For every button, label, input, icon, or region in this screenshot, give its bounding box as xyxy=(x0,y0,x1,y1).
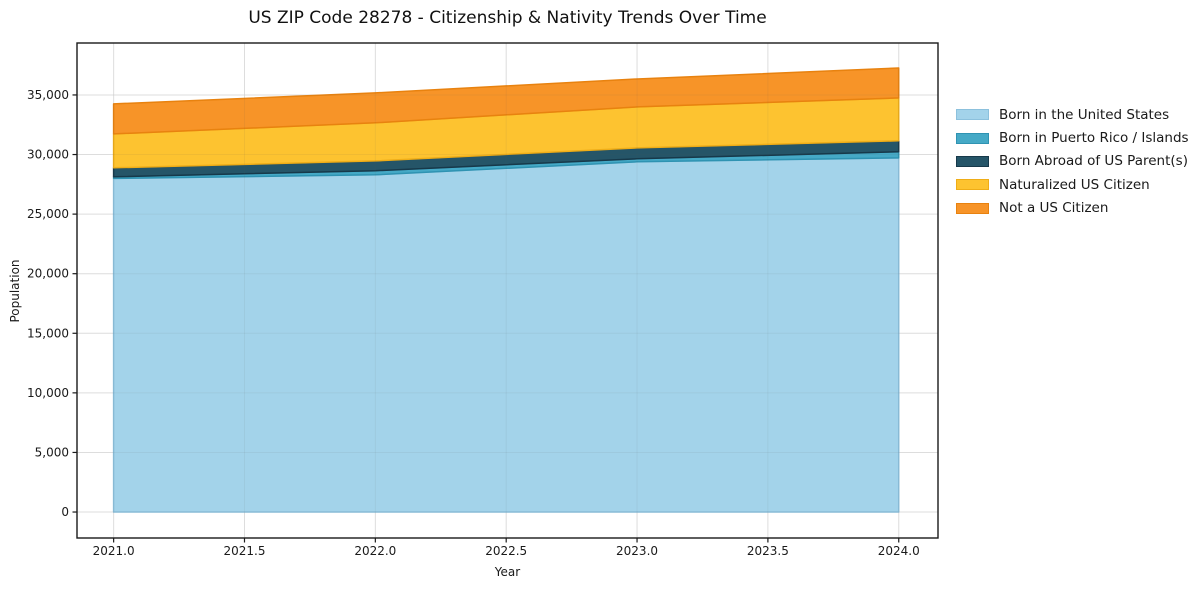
legend-label: Born Abroad of US Parent(s) xyxy=(999,153,1188,170)
legend-label: Born in the United States xyxy=(999,106,1170,123)
y-tick-label: 35,000 xyxy=(27,88,69,102)
y-tick-label: 15,000 xyxy=(27,326,69,340)
y-tick-label: 0 xyxy=(61,505,69,519)
x-tick-label: 2024.0 xyxy=(878,544,920,558)
x-tick-label: 2021.0 xyxy=(93,544,135,558)
legend-label: Naturalized US Citizen xyxy=(999,176,1150,193)
legend-swatch xyxy=(956,132,989,144)
y-tick-label: 30,000 xyxy=(27,148,69,162)
area-not-a-us-citizen xyxy=(112,67,900,135)
y-tick-label: 20,000 xyxy=(27,267,69,281)
legend-label: Born in Puerto Rico / Islands xyxy=(999,130,1189,147)
legend-swatch xyxy=(956,202,989,214)
x-axis-label: Year xyxy=(494,565,521,579)
legend-item: Born Abroad of US Parent(s) xyxy=(956,150,1189,173)
legend-swatch xyxy=(956,155,989,167)
x-tick-label: 2022.0 xyxy=(354,544,396,558)
legend-item: Not a US Citizen xyxy=(956,197,1189,220)
legend-swatch xyxy=(956,179,989,191)
x-tick-label: 2021.5 xyxy=(223,544,265,558)
legend-item: Born in the United States xyxy=(956,103,1189,126)
legend: Born in the United States Born in Puerto … xyxy=(950,99,1189,224)
y-axis-label-text: Population xyxy=(8,259,22,323)
legend-item: Born in Puerto Rico / Islands xyxy=(956,126,1189,149)
x-tick-label: 2023.5 xyxy=(747,544,789,558)
plot-frame xyxy=(76,42,939,539)
chart-title: US ZIP Code 28278 - Citizenship & Nativi… xyxy=(248,8,767,28)
legend-swatch xyxy=(956,109,989,121)
x-tick-label: 2022.5 xyxy=(485,544,527,558)
legend-item: Naturalized US Citizen xyxy=(956,173,1189,196)
x-tick-label: 2023.0 xyxy=(616,544,658,558)
y-tick-label: 10,000 xyxy=(27,386,69,400)
y-tick-label: 5,000 xyxy=(35,445,69,459)
y-tick-label: 25,000 xyxy=(27,207,69,221)
legend-label: Not a US Citizen xyxy=(999,200,1109,217)
